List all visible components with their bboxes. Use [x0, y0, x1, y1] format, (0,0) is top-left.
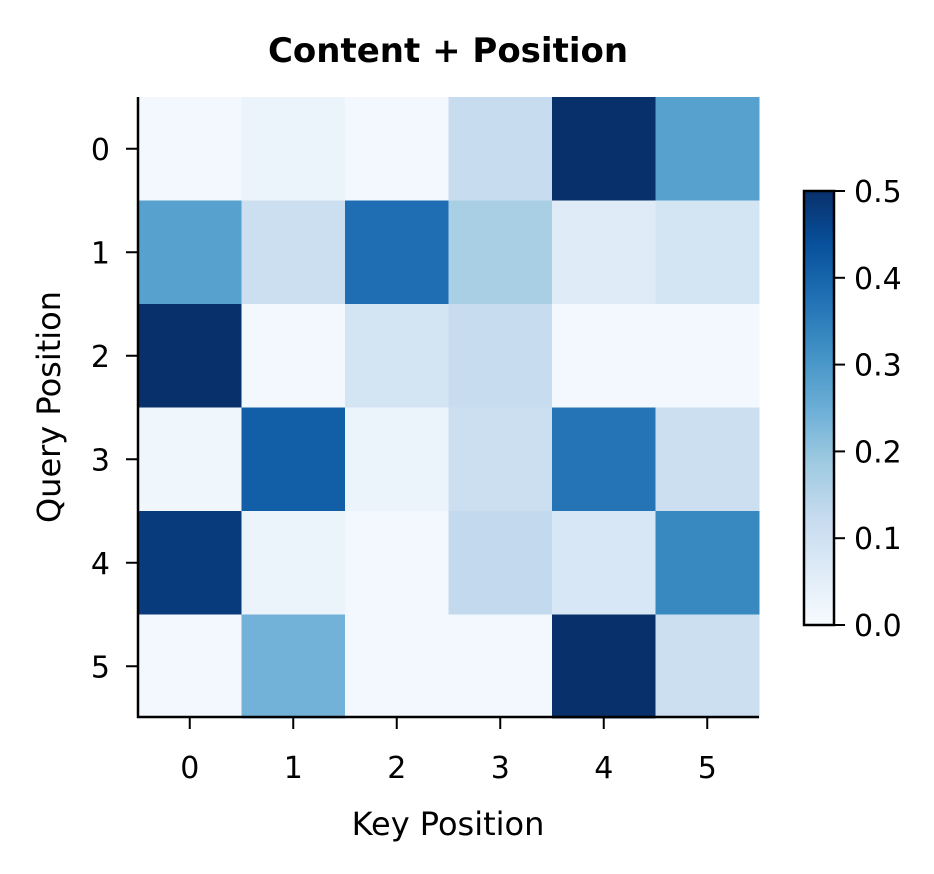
heatmap-cell	[241, 97, 346, 201]
heatmap-cell	[138, 200, 242, 305]
colorbar	[802, 189, 836, 627]
heatmap-cell	[241, 614, 346, 719]
chart-title: Content + Position	[268, 31, 628, 71]
y-tick-label: 1	[91, 236, 110, 271]
y-tick-label: 2	[91, 340, 110, 375]
colorbar-tick-label: 0.0	[854, 609, 902, 644]
heatmap-cell	[552, 511, 656, 615]
heatmap-cell	[552, 304, 656, 408]
heatmap-cell	[448, 304, 553, 408]
y-tick-label: 0	[91, 133, 110, 168]
colorbar-ticks: 0.0 0.1 0.2 0.3 0.4 0.5	[834, 175, 902, 644]
heatmap-cells	[138, 97, 760, 719]
heatmap-cell	[138, 511, 242, 615]
heatmap-cell	[138, 304, 242, 408]
heatmap-cell	[345, 304, 449, 408]
x-axis-label: Key Position	[352, 805, 545, 843]
heatmap-cell	[241, 511, 346, 615]
heatmap-cell	[345, 97, 449, 201]
heatmap-cell	[241, 304, 346, 408]
heatmap-cell	[448, 407, 553, 512]
heatmap-cell	[655, 97, 760, 201]
heatmap-cell	[448, 97, 553, 201]
heatmap-cell	[241, 407, 346, 512]
heatmap-cell	[448, 200, 553, 305]
x-tick-label: 5	[698, 751, 717, 786]
heatmap-cell	[655, 511, 760, 615]
heatmap-cell	[345, 200, 449, 305]
x-tick-label: 0	[180, 751, 199, 786]
heatmap-cell	[448, 614, 553, 719]
heatmap-cell	[448, 511, 553, 615]
x-tick-label: 3	[491, 751, 510, 786]
y-axis-ticks: 0 1 2 3 4 5	[91, 133, 137, 685]
y-tick-label: 5	[91, 650, 110, 685]
heatmap-cell	[655, 200, 760, 305]
colorbar-tick-label: 0.3	[854, 349, 902, 384]
heatmap-cell	[655, 614, 760, 719]
heatmap-cell	[345, 614, 449, 719]
heatmap-cell	[655, 304, 760, 408]
y-tick-label: 3	[91, 443, 110, 478]
heatmap-cell	[552, 200, 656, 305]
x-tick-label: 1	[284, 751, 303, 786]
heatmap-cell	[552, 614, 656, 719]
x-tick-label: 4	[594, 751, 613, 786]
heatmap-cell	[552, 407, 656, 512]
colorbar-tick-label: 0.4	[854, 262, 902, 297]
heatmap-cell	[138, 407, 242, 512]
colorbar-tick-label: 0.5	[854, 175, 902, 210]
heatmap-cell	[241, 200, 346, 305]
heatmap-cell	[345, 407, 449, 512]
colorbar-tick-label: 0.2	[854, 435, 902, 470]
x-tick-label: 2	[387, 751, 406, 786]
heatmap-cell	[552, 97, 656, 201]
heatmap-cell	[138, 614, 242, 719]
heatmap-cell	[655, 407, 760, 512]
y-axis-label: Query Position	[30, 291, 68, 523]
y-tick-label: 4	[91, 547, 110, 582]
colorbar-tick-label: 0.1	[854, 522, 902, 557]
heatmap-cell	[345, 511, 449, 615]
x-axis-ticks: 0 1 2 3 4 5	[180, 718, 717, 786]
heatmap-cell	[138, 97, 242, 201]
